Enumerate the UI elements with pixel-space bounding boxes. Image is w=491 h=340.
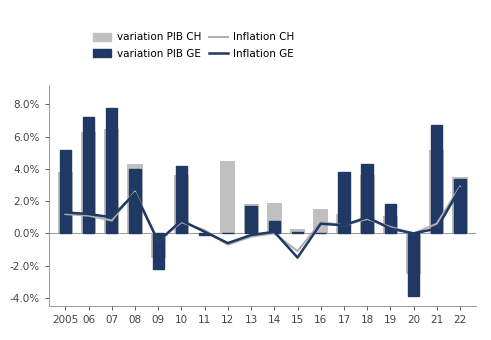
Bar	[129, 169, 140, 233]
Inflation CH	[434, 222, 440, 226]
Inflation CH	[272, 231, 277, 235]
Inflation CH	[225, 243, 231, 247]
Bar	[454, 178, 465, 233]
Legend: variation PIB CH, variation PIB GE, Inflation CH, Inflation GE: variation PIB CH, variation PIB GE, Infl…	[88, 28, 299, 63]
Bar	[199, 233, 210, 235]
Inflation GE	[272, 230, 277, 234]
Bar	[104, 129, 119, 233]
Bar	[246, 206, 257, 233]
Line: Inflation CH: Inflation CH	[65, 187, 460, 251]
Inflation CH	[62, 212, 68, 216]
Bar	[267, 203, 282, 233]
Bar	[406, 233, 421, 274]
Bar	[385, 204, 396, 233]
Inflation GE	[85, 212, 91, 216]
Bar	[83, 117, 94, 233]
Bar	[174, 175, 189, 233]
Inflation CH	[410, 231, 416, 235]
Bar	[176, 166, 187, 233]
Bar	[429, 150, 444, 233]
Inflation GE	[248, 233, 254, 237]
Inflation GE	[225, 241, 231, 245]
Bar	[290, 228, 305, 233]
Bar	[292, 232, 303, 233]
Bar	[81, 132, 96, 233]
Bar	[383, 216, 398, 233]
Inflation CH	[109, 219, 115, 223]
Bar	[269, 221, 280, 233]
Bar	[336, 214, 352, 233]
Bar	[106, 107, 117, 233]
Inflation GE	[155, 239, 161, 243]
Bar	[153, 233, 164, 269]
Bar	[244, 204, 259, 233]
Bar	[359, 175, 375, 233]
Inflation CH	[155, 239, 161, 243]
Inflation GE	[457, 186, 463, 190]
Inflation CH	[85, 214, 91, 218]
Inflation GE	[364, 215, 370, 219]
Inflation GE	[202, 230, 208, 234]
Bar	[128, 164, 142, 233]
Bar	[220, 161, 235, 233]
Inflation GE	[179, 219, 185, 223]
Inflation GE	[132, 191, 138, 195]
Inflation GE	[109, 215, 115, 219]
Bar	[313, 209, 328, 233]
Bar	[431, 125, 442, 233]
Inflation CH	[364, 217, 370, 221]
Inflation CH	[341, 223, 347, 227]
Inflation GE	[410, 231, 416, 235]
Bar	[58, 172, 73, 233]
Inflation CH	[248, 235, 254, 239]
Bar	[151, 233, 166, 258]
Inflation GE	[341, 223, 347, 227]
Inflation GE	[62, 210, 68, 215]
Bar	[338, 172, 350, 233]
Inflation GE	[387, 226, 393, 231]
Bar	[361, 164, 373, 233]
Inflation GE	[295, 256, 300, 260]
Inflation CH	[387, 225, 393, 229]
Bar	[453, 177, 467, 233]
Inflation GE	[434, 226, 440, 231]
Inflation CH	[318, 220, 324, 224]
Inflation CH	[457, 185, 463, 189]
Bar	[408, 233, 419, 296]
Inflation CH	[295, 249, 300, 253]
Inflation GE	[318, 222, 324, 226]
Inflation CH	[179, 220, 185, 224]
Bar	[60, 150, 71, 233]
Inflation CH	[202, 228, 208, 232]
Inflation CH	[132, 189, 138, 193]
Line: Inflation GE: Inflation GE	[65, 188, 460, 258]
